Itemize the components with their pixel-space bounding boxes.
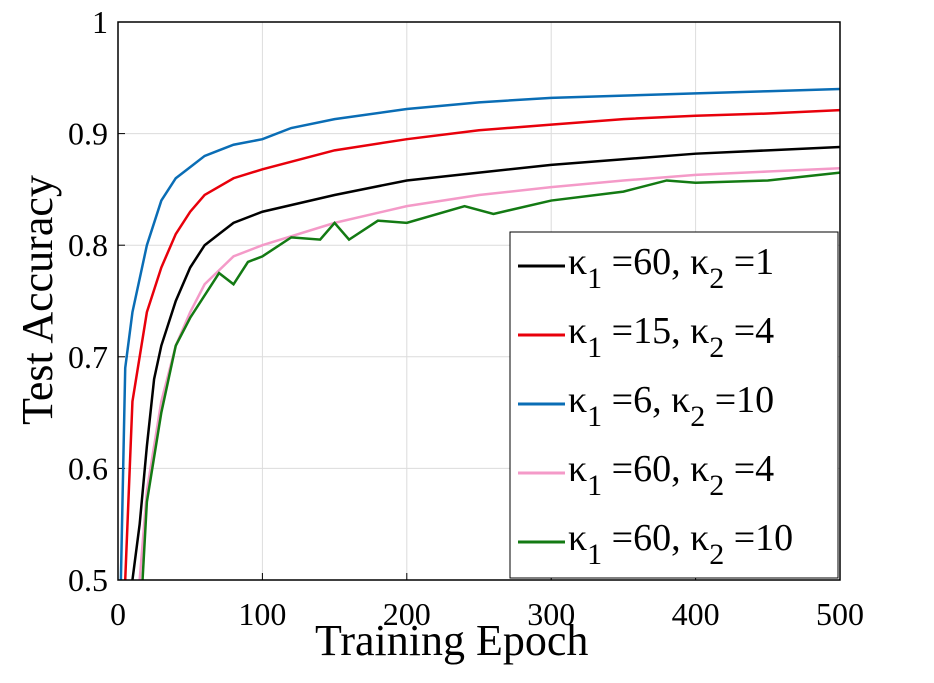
legend-label: κ1 =60, κ2 =10 (568, 517, 793, 571)
y-tick-label: 0.9 (68, 116, 108, 152)
y-tick-label: 0.7 (68, 339, 108, 375)
y-tick-label: 0.6 (68, 450, 108, 486)
legend: κ1 =60, κ2 =1 κ1 =15, κ2 =4 κ1 =6, κ2 =10 κ… (509, 231, 839, 579)
series-line (123, 108, 841, 581)
x-tick-label: 200 (383, 596, 431, 632)
x-axis-label: Training Epoch (315, 616, 588, 665)
x-tick-label: 300 (527, 596, 575, 632)
y-tick-label: 0.5 (68, 562, 108, 598)
x-tick-label: 400 (672, 596, 720, 632)
x-tick-label: 500 (816, 596, 864, 632)
plot-frame (117, 21, 841, 581)
x-tick-label: 100 (238, 596, 286, 632)
series-line (131, 145, 841, 581)
y-tick-label: 0.8 (68, 227, 108, 263)
legend-label: κ1 =60, κ2 =4 (568, 448, 774, 502)
legend-label: κ1 =6, κ2 =10 (568, 379, 774, 433)
y-tick-label: 1 (92, 4, 108, 40)
series-line (119, 87, 841, 581)
legend-label: κ1 =60, κ2 =1 (568, 241, 774, 295)
legend-label: κ1 =15, κ2 =4 (568, 310, 774, 364)
y-axis-label: Test Accuracy (13, 175, 62, 425)
x-tick-label: 0 (110, 596, 126, 632)
series-line (141, 171, 841, 581)
